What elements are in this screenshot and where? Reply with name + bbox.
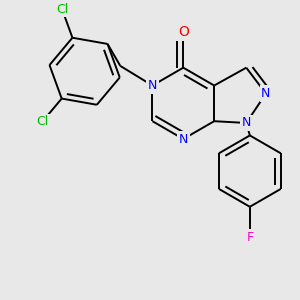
Text: N: N — [261, 87, 271, 100]
Text: N: N — [148, 79, 157, 92]
Text: N: N — [178, 133, 188, 146]
Text: F: F — [246, 231, 254, 244]
Text: O: O — [178, 25, 189, 39]
Text: Cl: Cl — [36, 115, 48, 128]
Text: Cl: Cl — [56, 3, 68, 16]
Text: N: N — [242, 116, 251, 130]
